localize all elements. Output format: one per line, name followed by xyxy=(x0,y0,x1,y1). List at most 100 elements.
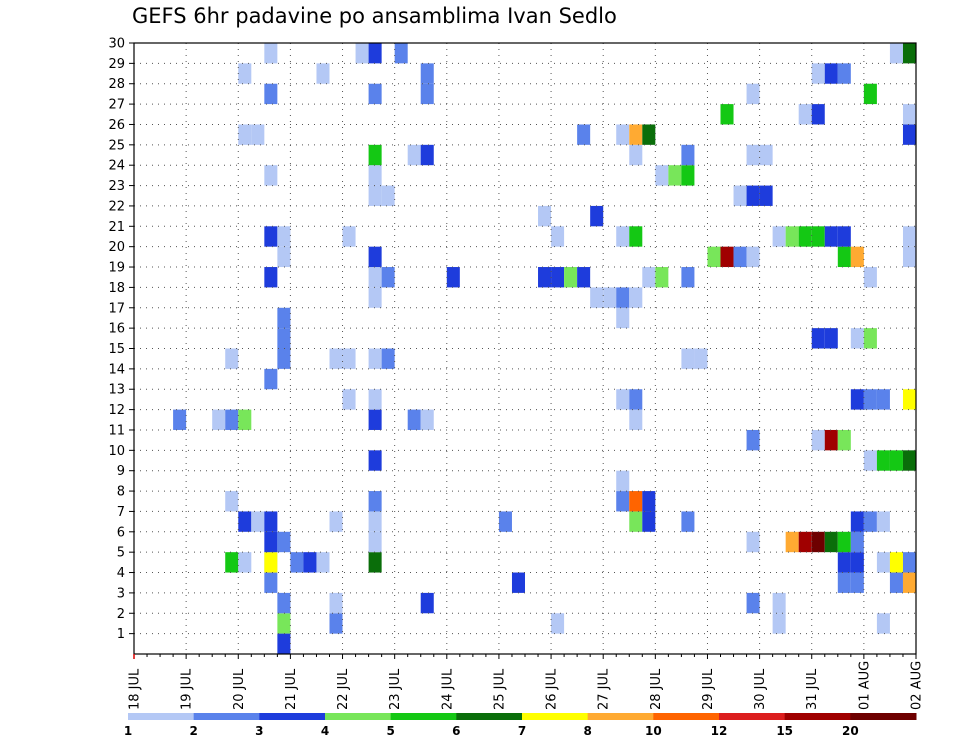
heatmap-cell xyxy=(277,531,291,553)
heatmap-cell xyxy=(238,552,252,573)
y-tick-label: 13 xyxy=(108,383,125,398)
heatmap-cell xyxy=(850,531,864,553)
colorbar-swatch xyxy=(456,713,523,720)
y-tick-label: 6 xyxy=(117,525,125,540)
colorbar-swatch xyxy=(390,713,457,720)
heatmap-cell xyxy=(681,144,695,166)
heatmap-cell xyxy=(629,124,643,145)
x-tick-label: 29 JUL xyxy=(701,668,716,710)
heatmap-cell xyxy=(642,491,656,512)
x-tick-label: 18 JUL xyxy=(128,668,143,710)
heatmap-cell xyxy=(785,226,799,247)
heatmap-cell xyxy=(407,409,421,430)
heatmap-cell xyxy=(863,328,877,349)
y-tick-label: 18 xyxy=(108,281,125,296)
y-tick-label: 9 xyxy=(117,464,125,479)
heatmap-cell xyxy=(746,531,760,553)
heatmap-cell xyxy=(498,511,512,532)
heatmap-cell xyxy=(264,43,278,64)
heatmap-cell xyxy=(668,165,682,186)
heatmap-cell xyxy=(590,205,604,227)
heatmap-cell xyxy=(277,328,291,349)
x-axis: 18 JUL 19 JUL 20 JUL 21 JUL 22 JUL 23 JUL 24 J… xyxy=(128,654,925,710)
heatmap-cell xyxy=(681,348,695,369)
colorbar-label: 2 xyxy=(189,724,197,738)
x-tick-label: 22 JUL xyxy=(336,668,351,710)
heatmap-cell xyxy=(264,572,278,593)
y-tick-label: 19 xyxy=(108,261,125,276)
heatmap-cell xyxy=(329,511,343,532)
heatmap-cell xyxy=(720,246,734,268)
heatmap-cell xyxy=(876,552,890,573)
y-tick-label: 1 xyxy=(117,627,125,642)
heatmap-cell xyxy=(564,267,578,288)
x-tick-label: 28 JUL xyxy=(649,668,664,710)
y-tick-label: 8 xyxy=(117,485,125,500)
heatmap-cell xyxy=(368,287,382,308)
heatmap-cell xyxy=(850,328,864,349)
x-tick-label: 26 JUL xyxy=(545,668,560,710)
heatmap-cell xyxy=(616,389,630,410)
heatmap-cell xyxy=(368,552,382,573)
heatmap-cell xyxy=(707,246,721,268)
x-tick-label: 20 JUL xyxy=(232,668,247,710)
heatmap-cell xyxy=(902,104,916,125)
y-tick-label: 14 xyxy=(108,362,125,377)
heatmap-cell xyxy=(772,226,786,247)
heatmap-cell xyxy=(772,592,786,614)
heatmap-cell xyxy=(798,531,812,553)
heatmap-cell xyxy=(420,409,434,430)
heatmap-cell xyxy=(551,267,565,288)
heatmap-cell xyxy=(316,552,330,573)
heatmap-cell xyxy=(238,409,252,430)
heatmap-cell xyxy=(264,552,278,573)
heatmap-cell xyxy=(368,511,382,532)
heatmap-cell xyxy=(629,287,643,308)
heatmap-cell xyxy=(733,185,747,206)
heatmap-cell xyxy=(642,267,656,288)
heatmap-cell xyxy=(342,348,356,369)
heatmap-cell xyxy=(876,511,890,532)
x-tick-label: 24 JUL xyxy=(440,668,455,710)
cells-layer xyxy=(173,43,916,654)
heatmap-cell xyxy=(225,348,239,369)
y-tick-label: 23 xyxy=(108,179,125,194)
heatmap-cell xyxy=(381,185,395,206)
heatmap-cell xyxy=(863,389,877,410)
heatmap-cell xyxy=(368,389,382,410)
colorbar-swatch xyxy=(653,713,720,720)
heatmap-cell xyxy=(368,43,382,64)
heatmap-cell xyxy=(277,246,291,268)
heatmap-cell xyxy=(368,409,382,430)
heatmap-cell xyxy=(590,287,604,308)
heatmap-cell xyxy=(629,511,643,532)
heatmap-cell xyxy=(264,531,278,553)
colorbar-label: 10 xyxy=(645,724,662,738)
heatmap-cell xyxy=(551,226,565,247)
heatmap-cell xyxy=(681,165,695,186)
heatmap-cell xyxy=(277,226,291,247)
heatmap-cell xyxy=(824,429,838,451)
heatmap-cell xyxy=(329,592,343,614)
heatmap-cell xyxy=(902,226,916,247)
y-tick-label: 27 xyxy=(108,98,125,113)
y-tick-label: 7 xyxy=(117,505,125,520)
colorbar-label: 12 xyxy=(711,724,728,738)
heatmap-cell xyxy=(889,572,903,593)
heatmap-cell xyxy=(538,205,552,227)
heatmap-cell xyxy=(876,613,890,634)
y-tick-label: 26 xyxy=(108,118,125,133)
heatmap-cell xyxy=(577,267,591,288)
heatmap-cell xyxy=(629,389,643,410)
heatmap-cell xyxy=(681,511,695,532)
heatmap-cell xyxy=(381,267,395,288)
heatmap-cell xyxy=(238,63,252,84)
heatmap-cell xyxy=(863,267,877,288)
heatmap-cell xyxy=(616,124,630,145)
heatmap-cell xyxy=(811,429,825,451)
heatmap-cell xyxy=(902,389,916,410)
heatmap-cell xyxy=(407,144,421,166)
heatmap-cell xyxy=(420,592,434,614)
heatmap-cell xyxy=(225,552,239,573)
heatmap-cell xyxy=(850,552,864,573)
